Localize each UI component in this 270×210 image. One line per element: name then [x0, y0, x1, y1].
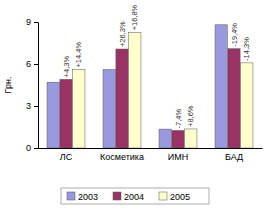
y-tick: 6 — [26, 59, 38, 69]
annotations: +4,3% +26,3% -7,4% -19,4% +14,4% +16,8% +8,6% -… — [62, 4, 252, 128]
annotation: +4,3% — [62, 56, 71, 78]
x-tick: БАД — [225, 148, 243, 162]
bar — [103, 70, 115, 148]
bar — [228, 49, 240, 148]
legend-item: 2004 — [113, 192, 144, 202]
bar — [116, 49, 128, 148]
chart: +4,3% +26,3% -7,4% -19,4% +14,4% +16,8% +8,6% -… — [0, 0, 270, 210]
x-axis: ЛС Косметика ИМН БАД — [39, 148, 263, 162]
legend-swatch — [159, 192, 167, 200]
bar — [241, 63, 253, 148]
annotation: -7,4% — [174, 109, 183, 129]
bar — [47, 82, 59, 148]
y-tick: 9 — [26, 17, 38, 27]
x-tick-label: ИМН — [168, 152, 188, 162]
annotation: +14,4% — [74, 42, 83, 68]
x-tick-label: БАД — [225, 152, 243, 162]
y-tick-mark — [34, 106, 38, 107]
bar — [159, 129, 171, 148]
annotation: +26,3% — [118, 21, 127, 47]
x-tick-label: Косметика — [100, 152, 144, 162]
legend-item: 2003 — [67, 192, 98, 202]
bar — [185, 129, 197, 148]
bar — [172, 131, 184, 149]
legend-label: 2003 — [78, 192, 98, 202]
bars — [47, 25, 253, 148]
legend-box — [61, 188, 209, 204]
legend-label: 2005 — [170, 192, 190, 202]
plot: +4,3% +26,3% -7,4% -19,4% +14,4% +16,8% +8,6% -… — [26, 4, 263, 162]
y-axis-title: Грн. — [3, 77, 13, 94]
legend: 2003 2004 2005 — [61, 188, 209, 204]
annotation: -14,3% — [242, 37, 251, 61]
x-tick: ЛС — [60, 148, 73, 162]
legend-item: 2005 — [159, 192, 190, 202]
y-axis: 0 3 6 9 — [26, 17, 39, 153]
x-tick-label: ЛС — [60, 152, 73, 162]
y-tick-label: 6 — [26, 59, 31, 69]
y-axis-line — [34, 23, 39, 149]
annotation: +8,6% — [186, 105, 195, 127]
legend-label: 2004 — [124, 192, 144, 202]
y-tick-mark — [34, 148, 38, 149]
annotation: +16,8% — [130, 4, 139, 30]
y-tick-label: 0 — [26, 143, 31, 153]
x-axis-line — [39, 148, 263, 149]
bar — [129, 32, 141, 148]
y-tick-label: 9 — [26, 17, 31, 27]
bar — [215, 25, 227, 148]
bar — [60, 79, 72, 148]
annotation: -19,4% — [230, 23, 239, 47]
legend-swatch — [67, 192, 75, 200]
x-tick: ИМН — [168, 148, 188, 162]
y-tick-mark — [34, 64, 38, 65]
x-tick: Косметика — [100, 148, 144, 162]
y-tick: 3 — [26, 101, 38, 111]
y-tick-mark — [34, 22, 38, 23]
legend-swatch — [113, 192, 121, 200]
bar — [73, 70, 85, 148]
y-tick-label: 3 — [26, 101, 31, 111]
y-tick: 0 — [26, 143, 38, 153]
